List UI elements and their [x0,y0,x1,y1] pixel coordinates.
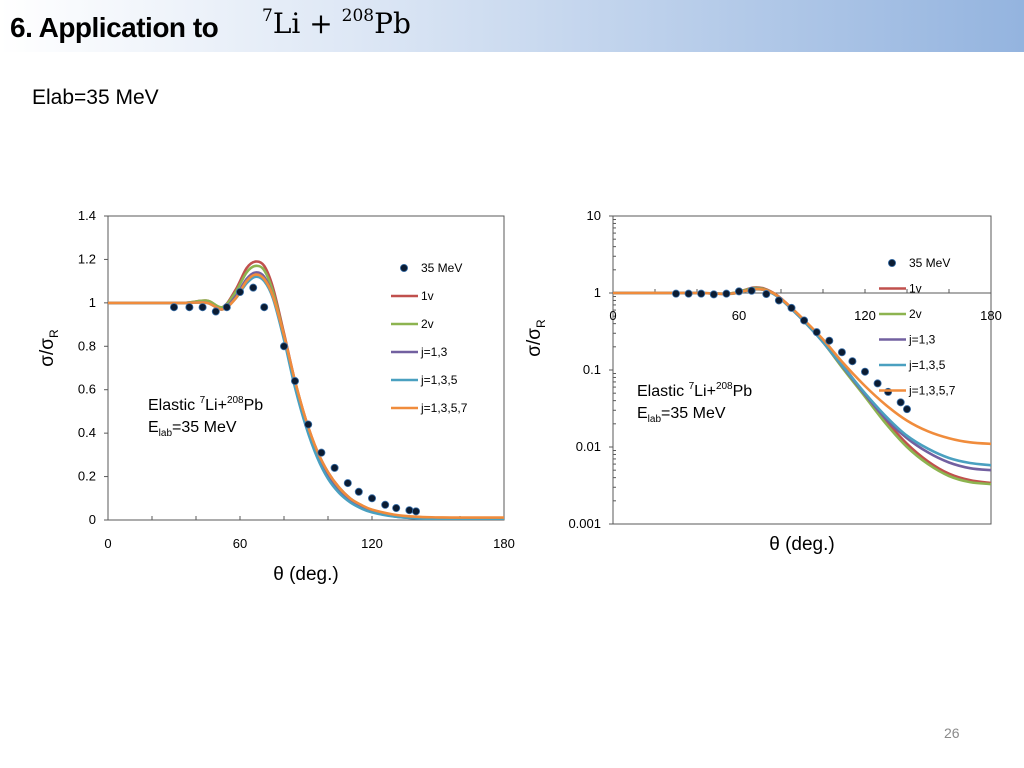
page-number: 26 [944,725,960,741]
annotation-energy: Elab=35 MeV [637,405,726,425]
title-formula: 7Li + 208Pb [262,5,411,40]
data-point [709,290,718,299]
y-tick-label: 0.2 [78,469,96,484]
data-point [290,377,299,386]
legend-label: j=1,3 [420,345,448,359]
y-tick-label: 0.1 [583,362,601,377]
x-tick-label: 180 [493,536,515,551]
plot-area [612,215,992,525]
legend-label-data: 35 MeV [421,261,462,275]
data-point [279,342,288,351]
y-tick-label: 1.2 [78,251,96,266]
x-tick-label: 180 [980,308,1002,323]
data-point [800,316,809,325]
data-point [169,303,178,312]
data-point [222,303,231,312]
data-point [861,367,870,376]
formula-mass-a: 7 [262,5,273,26]
energy-subtitle: Elab=35 MeV [32,86,159,109]
data-point [747,286,756,295]
data-point [722,289,731,298]
data-point [330,463,339,472]
legend-label: j=1,3,5 [908,358,946,372]
data-point [411,507,420,516]
formula-element-a: Li [272,7,301,40]
data-point [198,303,207,312]
data-point [235,287,244,296]
formula-element-b: Pb [374,7,411,40]
data-point [825,336,834,345]
legend-marker-data [888,258,897,267]
data-point [848,357,857,366]
annotation-energy: Elab=35 MeV [148,419,237,439]
data-point [903,405,912,414]
y-tick-label: 10 [587,208,601,223]
y-tick-label: 0 [89,512,96,527]
x-tick-label: 120 [854,308,876,323]
y-tick-label: 0.001 [568,516,601,531]
x-tick-label: 0 [609,308,616,323]
data-point [684,289,693,298]
y-tick-label: 0.01 [576,439,601,454]
legend-label: j=1,3 [908,333,936,347]
data-point [304,420,313,429]
data-point [873,379,882,388]
data-point [762,290,771,299]
data-point [317,448,326,457]
data-point [211,307,220,316]
x-tick-label: 120 [361,536,383,551]
y-tick-label: 0.4 [78,425,96,440]
legend-label-data: 35 MeV [909,256,950,270]
data-point [381,500,390,509]
plot-area [107,215,505,521]
data-point [354,487,363,496]
data-point [260,303,269,312]
legend-label: j=1,3,5,7 [420,401,468,415]
data-point [837,348,846,357]
title-bar [0,0,1024,52]
formula-mass-b: 208 [341,5,375,26]
legend-label: 1v [421,289,434,303]
data-point [787,303,796,312]
data-point [367,494,376,503]
y-tick-label: 0.6 [78,382,96,397]
series-line-j-1-3-5-7 [108,273,504,519]
legend-label: 2v [421,317,434,331]
x-axis-title: θ (deg.) [273,564,338,585]
legend-label: 2v [909,307,922,321]
data-point [774,296,783,305]
data-point [672,289,681,298]
data-point [896,398,905,407]
y-axis-title: σ/σR [37,329,61,367]
annotation-reaction: Elastic 7Li+208Pb [148,395,263,414]
y-tick-label: 1 [89,295,96,310]
y-tick-label: 0.8 [78,338,96,353]
y-tick-label: 1 [594,285,601,300]
x-tick-label: 60 [233,536,247,551]
data-point [249,283,258,292]
data-point [185,303,194,312]
y-axis-title: σ/σR [524,319,548,357]
data-point [735,287,744,296]
legend-marker-data [399,263,408,272]
data-point [697,289,706,298]
legend-label: 1v [909,282,922,296]
formula-operator: + [309,7,333,40]
data-point [343,479,352,488]
legend-label: j=1,3,5 [420,373,458,387]
data-point [812,328,821,337]
annotation-reaction: Elastic 7Li+208Pb [637,381,752,400]
y-tick-label: 1.4 [78,208,96,223]
legend-label: j=1,3,5,7 [908,384,956,398]
x-tick-label: 60 [732,308,746,323]
data-point [392,504,401,513]
x-axis-title: θ (deg.) [769,534,834,555]
x-tick-label: 0 [104,536,111,551]
slide-title: 6. Application to [10,12,219,43]
